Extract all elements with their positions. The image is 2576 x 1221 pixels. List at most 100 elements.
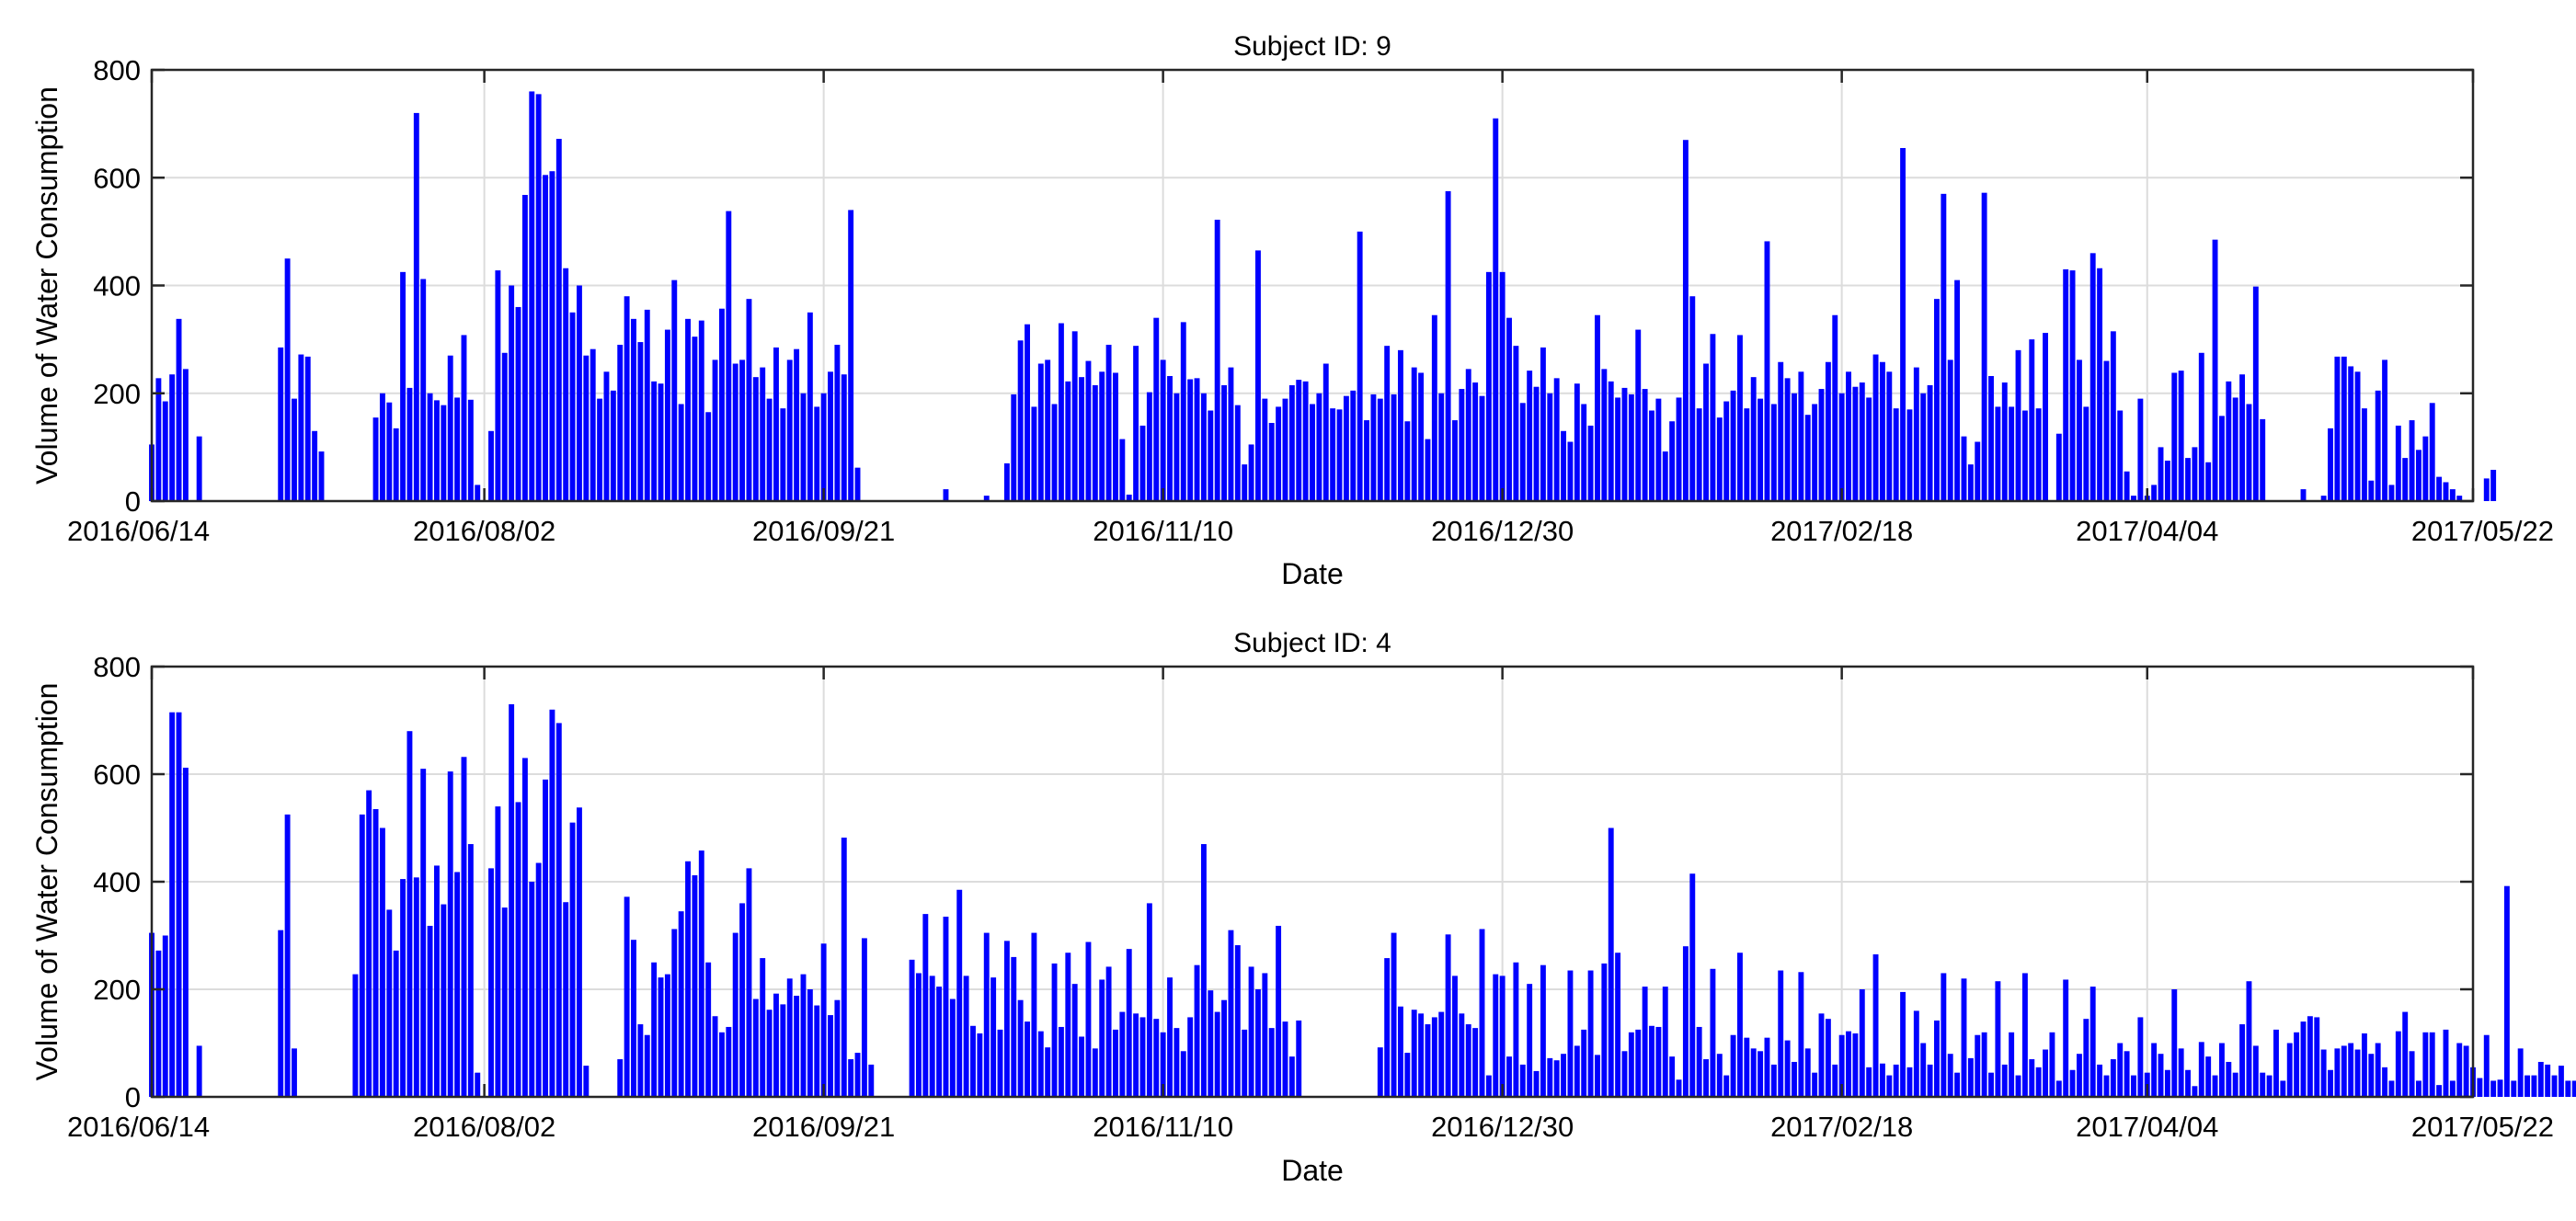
bar — [2117, 410, 2124, 501]
bar — [2164, 1069, 2170, 1097]
bar — [543, 779, 548, 1097]
bar — [943, 489, 949, 501]
bar — [963, 976, 969, 1098]
bar — [664, 329, 670, 501]
bar — [1893, 408, 1899, 501]
bar — [529, 882, 535, 1097]
bar — [162, 935, 168, 1097]
x-tick-labels: 2016/06/14 2016/08/02 2016/09/21 2016/11/10… — [67, 515, 2554, 547]
bar — [1045, 359, 1051, 501]
bar — [1730, 390, 1736, 501]
bar — [1757, 1051, 1764, 1097]
bar — [2001, 382, 2008, 501]
bar — [841, 838, 847, 1097]
bar — [372, 417, 379, 501]
bar — [1981, 1032, 1987, 1097]
bar — [1642, 987, 1648, 1097]
bar — [2137, 1017, 2144, 1097]
bar — [1255, 989, 1261, 1097]
bar — [1581, 1029, 1587, 1098]
y-tick-label: 400 — [93, 866, 141, 898]
bar — [284, 814, 291, 1098]
bar — [1621, 387, 1628, 501]
x-axis-label: Date — [1281, 557, 1344, 590]
bar — [1085, 360, 1092, 501]
bar — [2021, 410, 2028, 501]
bar — [909, 959, 915, 1097]
bar — [155, 950, 162, 1097]
bar — [1459, 1013, 1465, 1097]
x-axis-label: Date — [1281, 1154, 1344, 1187]
bar — [1268, 1028, 1275, 1097]
bar — [718, 308, 725, 501]
bar — [1676, 1079, 1682, 1097]
bar — [298, 354, 304, 501]
bar — [1025, 324, 1030, 501]
y-tick-label: 200 — [93, 378, 141, 410]
bar — [1553, 378, 1560, 501]
bar — [2164, 461, 2170, 501]
bar — [2009, 1032, 2015, 1097]
bar — [1981, 192, 1987, 502]
bar — [807, 312, 813, 501]
bar — [2456, 496, 2463, 501]
bar — [1757, 398, 1764, 501]
bar — [1587, 425, 1594, 501]
bar — [692, 874, 698, 1097]
bar — [1792, 393, 1797, 501]
bar — [2239, 1024, 2246, 1097]
y-axis-label: Volume of Water Consumption — [30, 86, 63, 485]
bar — [1479, 929, 1485, 1097]
bar — [1288, 1056, 1295, 1098]
x-tick-label: 2016/08/02 — [413, 515, 555, 547]
bar — [2307, 1016, 2313, 1097]
bar — [1065, 381, 1071, 501]
bar — [1255, 250, 1261, 501]
bar — [1119, 1011, 1126, 1097]
bar — [379, 393, 385, 501]
bar — [732, 363, 738, 501]
bar — [603, 371, 610, 501]
bar — [420, 769, 427, 1097]
bar — [2286, 1043, 2293, 1097]
bar — [2551, 1075, 2558, 1097]
bar — [664, 974, 670, 1097]
bar — [1248, 444, 1254, 501]
bar — [2212, 1075, 2218, 1097]
bar — [1180, 322, 1186, 501]
bar — [1886, 371, 1893, 501]
bar — [631, 940, 636, 1097]
bar — [644, 309, 650, 501]
bar — [2218, 1043, 2225, 1097]
bar — [1927, 384, 1933, 501]
bar — [1242, 1029, 1248, 1098]
bar — [169, 712, 176, 1097]
bar — [292, 398, 297, 501]
bar — [1174, 393, 1180, 501]
bar — [535, 862, 542, 1097]
bar — [1079, 377, 1085, 501]
bar — [176, 318, 182, 501]
bar — [1200, 393, 1207, 501]
bar — [2341, 1045, 2347, 1097]
x-tick-label: 2016/11/10 — [1093, 515, 1233, 547]
bar — [1079, 1036, 1085, 1097]
bar — [2368, 1054, 2375, 1097]
bar — [182, 767, 189, 1097]
bar — [1221, 384, 1228, 501]
bar — [292, 1048, 297, 1097]
bar — [2463, 1045, 2469, 1097]
bar — [1527, 984, 1533, 1097]
bar — [1105, 344, 1112, 501]
bar — [1465, 369, 1471, 501]
bar — [2314, 1017, 2320, 1097]
bar — [1242, 464, 1248, 501]
tick-marks — [150, 68, 2475, 503]
bar — [1276, 925, 1282, 1097]
bar — [393, 950, 399, 1097]
bar — [786, 978, 793, 1097]
bar — [1370, 394, 1377, 501]
bar — [434, 865, 440, 1097]
bar — [1160, 1032, 1166, 1097]
